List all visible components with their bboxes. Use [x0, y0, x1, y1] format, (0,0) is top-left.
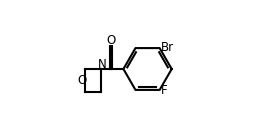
Text: Br: Br — [161, 41, 174, 54]
Text: O: O — [77, 74, 86, 87]
Text: N: N — [98, 58, 106, 71]
Text: O: O — [107, 34, 116, 47]
Text: F: F — [161, 84, 168, 97]
